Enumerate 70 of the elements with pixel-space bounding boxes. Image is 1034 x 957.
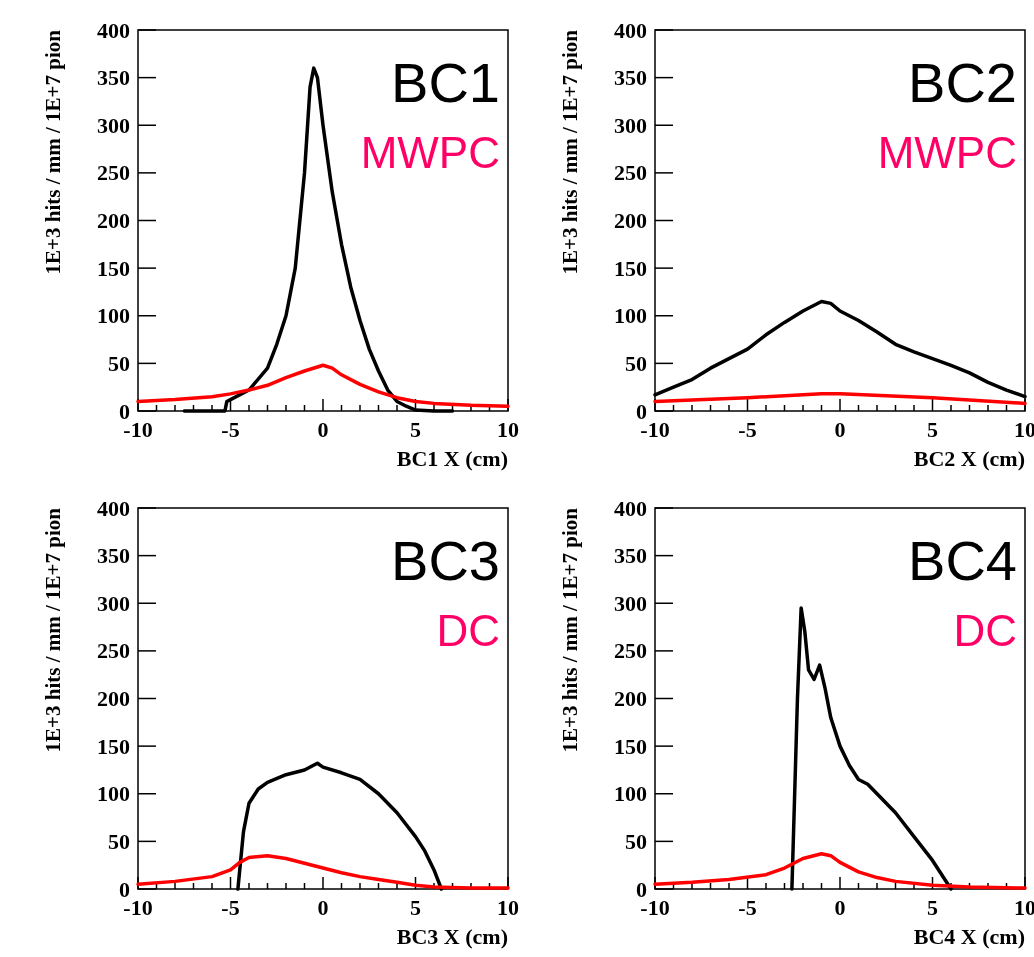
x-tick-label: 0 [834, 895, 846, 920]
annotation: BC1 [391, 51, 500, 114]
y-tick-label: 150 [614, 733, 647, 759]
annotation: DC [436, 606, 500, 655]
y-tick-label: 150 [97, 255, 130, 281]
x-axis-title: BC2 X (cm) [913, 446, 1025, 471]
annotation: DC [953, 606, 1017, 655]
annotation: MWPC [877, 128, 1017, 177]
annotation: BC2 [908, 51, 1017, 114]
y-tick-label: 200 [614, 686, 647, 711]
y-tick-label: 400 [614, 495, 647, 521]
y-tick-label: 400 [97, 17, 130, 43]
x-axis-title: BC1 X (cm) [396, 446, 508, 471]
x-tick-label: -5 [738, 417, 757, 442]
x-tick-label: 0 [317, 895, 329, 920]
x-axis-title: BC4 X (cm) [913, 924, 1025, 949]
annotation: BC4 [908, 529, 1017, 592]
y-tick-label: 200 [614, 208, 647, 233]
y-axis-title: 1E+3 hits / mm / 1E+7 pion [41, 29, 65, 275]
y-axis-title: 1E+3 hits / mm / 1E+7 pion [41, 507, 65, 753]
x-tick-label: -5 [221, 417, 240, 442]
y-tick-label: 250 [97, 638, 130, 664]
y-tick-label: 200 [97, 208, 130, 233]
x-tick-label: -5 [738, 895, 757, 920]
y-tick-label: 350 [97, 65, 130, 91]
y-tick-label: 350 [614, 65, 647, 91]
x-tick-label: 10 [497, 895, 519, 920]
y-tick-label: 300 [97, 590, 130, 616]
y-tick-label: 300 [614, 112, 647, 138]
y-tick-label: 400 [614, 17, 647, 43]
y-tick-label: 0 [636, 398, 647, 424]
x-tick-label: 0 [317, 417, 329, 442]
x-tick-label: 10 [497, 417, 519, 442]
y-tick-label: 100 [614, 781, 647, 807]
y-tick-label: 50 [625, 350, 647, 376]
annotation: BC3 [391, 529, 500, 592]
y-tick-label: 300 [97, 112, 130, 138]
y-axis-title: 1E+3 hits / mm / 1E+7 pion [558, 29, 582, 275]
y-tick-label: 100 [614, 303, 647, 329]
x-tick-label: 5 [927, 417, 938, 442]
y-axis-title: 1E+3 hits / mm / 1E+7 pion [558, 507, 582, 753]
x-axis-title: BC3 X (cm) [396, 924, 508, 949]
x-tick-label: 0 [834, 417, 846, 442]
y-tick-label: 200 [97, 686, 130, 711]
y-tick-label: 150 [614, 255, 647, 281]
y-tick-label: 50 [108, 828, 130, 854]
y-tick-label: 250 [614, 160, 647, 186]
y-tick-label: 250 [614, 638, 647, 664]
y-tick-label: 250 [97, 160, 130, 186]
annotation: MWPC [360, 128, 500, 177]
line-series [653, 852, 1027, 890]
x-tick-label: 5 [927, 895, 938, 920]
y-tick-label: 0 [636, 876, 647, 902]
y-tick-label: 350 [614, 543, 647, 569]
y-tick-label: 0 [119, 876, 130, 902]
y-tick-label: 0 [119, 398, 130, 424]
line-series [653, 392, 1027, 406]
x-tick-label: 5 [410, 417, 421, 442]
y-tick-label: 150 [97, 733, 130, 759]
y-tick-label: 350 [97, 543, 130, 569]
line-series [136, 363, 510, 408]
x-tick-label: -5 [221, 895, 240, 920]
y-tick-label: 50 [108, 350, 130, 376]
y-tick-label: 100 [97, 303, 130, 329]
line-series [136, 853, 510, 890]
y-tick-label: 400 [97, 495, 130, 521]
y-tick-label: 100 [97, 781, 130, 807]
y-tick-label: 300 [614, 590, 647, 616]
x-tick-label: 5 [410, 895, 421, 920]
y-tick-label: 50 [625, 828, 647, 854]
